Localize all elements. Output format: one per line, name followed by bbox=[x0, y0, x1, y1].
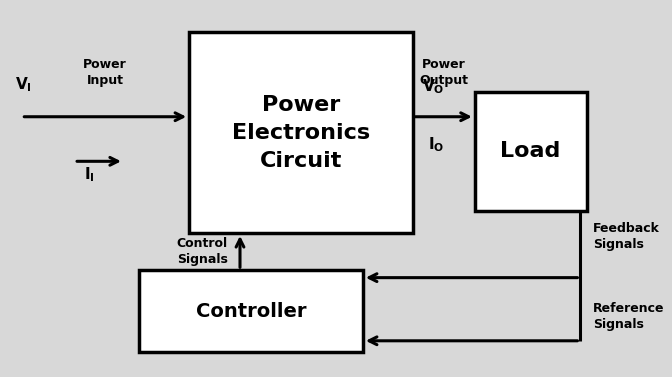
Bar bbox=[139, 270, 363, 352]
Text: Load: Load bbox=[501, 141, 561, 161]
Text: Power
Input: Power Input bbox=[83, 58, 127, 87]
Text: Control
Signals: Control Signals bbox=[177, 237, 228, 266]
Text: V$_\mathregular{O}$: V$_\mathregular{O}$ bbox=[422, 78, 444, 96]
Text: Reference
Signals: Reference Signals bbox=[593, 302, 664, 331]
Bar bbox=[189, 32, 413, 233]
Text: I$_\mathregular{O}$: I$_\mathregular{O}$ bbox=[428, 135, 444, 154]
Text: I$_\mathregular{I}$: I$_\mathregular{I}$ bbox=[83, 165, 94, 184]
Bar bbox=[474, 92, 587, 211]
Text: Power
Electronics
Circuit: Power Electronics Circuit bbox=[232, 95, 370, 171]
Text: Power
Output: Power Output bbox=[419, 58, 468, 87]
Text: Controller: Controller bbox=[196, 302, 306, 320]
Text: V$_\mathregular{I}$: V$_\mathregular{I}$ bbox=[15, 76, 32, 95]
Text: Feedback
Signals: Feedback Signals bbox=[593, 222, 660, 251]
